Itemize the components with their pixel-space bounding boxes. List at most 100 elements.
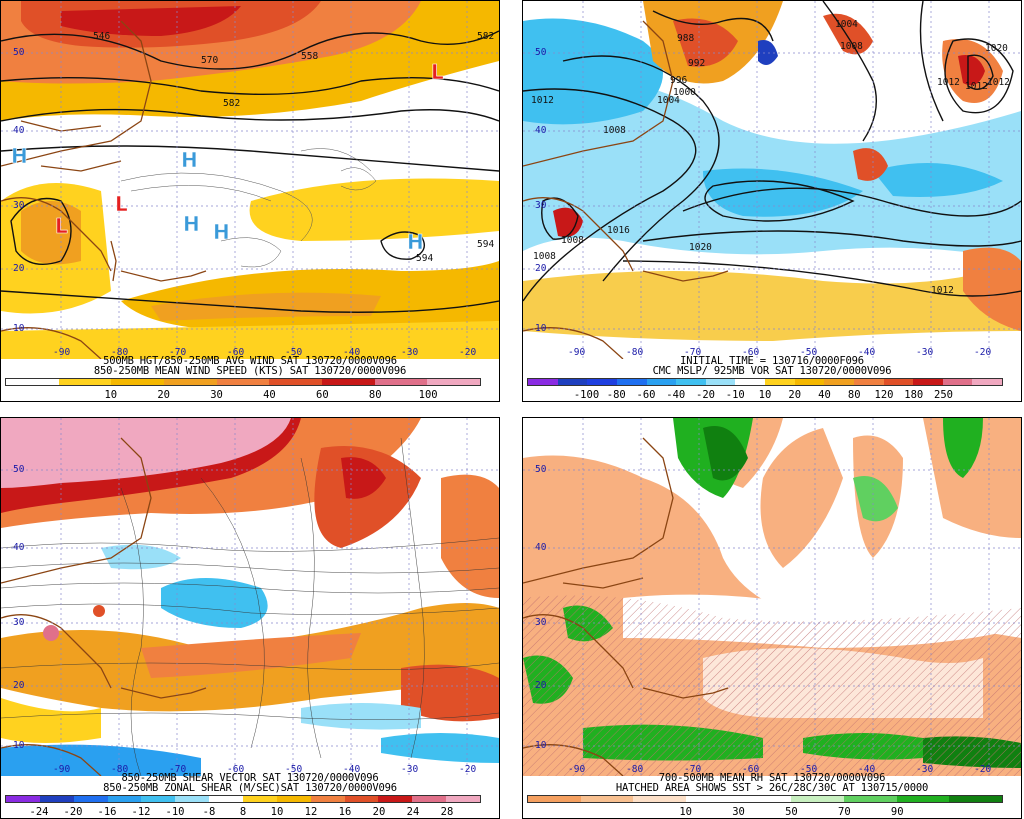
wind-lon-30: -30 <box>401 347 419 358</box>
colorbar-swatch <box>374 379 428 385</box>
colorbar-label: 10 <box>679 806 692 818</box>
colorbar-swatch <box>322 379 375 385</box>
colorbar-swatch <box>243 796 277 802</box>
colorbar-swatch <box>738 796 792 802</box>
vort-lon-60: -60 <box>742 347 760 358</box>
contour-label: 582 <box>223 98 240 109</box>
shear-lon-50: -50 <box>285 764 303 775</box>
shear-lon-20: -20 <box>459 764 477 775</box>
rh-lat-40: 40 <box>535 542 547 553</box>
colorbar-swatch <box>6 796 40 802</box>
colorbar-label: 100 <box>418 389 438 401</box>
colorbar-label: -12 <box>131 806 151 818</box>
wind-lat-50: 50 <box>13 47 25 58</box>
wind-title: 500MB HGT/850-250MB AVG WIND SAT 130720/… <box>103 355 397 367</box>
colorbar-swatch <box>6 379 59 385</box>
shear-title: 850-250MB SHEAR VECTOR SAT 130720/0000V0… <box>121 772 379 784</box>
low-pressure-marker: L <box>55 214 68 238</box>
colorbar-label: 20 <box>372 806 386 818</box>
wind-lon-60: -60 <box>227 347 245 358</box>
colorbar-label: -40 <box>666 389 686 401</box>
colorbar-swatch <box>913 379 943 385</box>
contour-label: 1016 <box>607 225 630 236</box>
rh-title: 700-500MB MEAN RH SAT 130720/0000V096 <box>658 772 886 784</box>
colorbar-label: 28 <box>440 806 454 818</box>
shear-lat-30: 30 <box>13 617 25 628</box>
rh-lon-40: -40 <box>858 764 876 775</box>
colorbar-swatch <box>676 379 706 385</box>
rh-lon-50: -50 <box>800 764 818 775</box>
colorbar-swatch <box>972 379 1002 385</box>
contour-label: 558 <box>301 51 318 62</box>
colorbar-swatch <box>344 796 379 802</box>
contour-label: 1004 <box>835 19 858 30</box>
vort-title: INITIAL TIME = 130716/0000F096 <box>680 355 864 367</box>
rh-map <box>523 418 1021 776</box>
vort-lon-50: -50 <box>800 347 818 358</box>
colorbar-label: 50 <box>785 806 798 818</box>
wind-lat-40: 40 <box>13 125 25 136</box>
wind-lat-10: 10 <box>13 323 25 334</box>
contour-label: 1008 <box>561 235 584 246</box>
colorbar-swatch <box>791 796 845 802</box>
contour-label: 1012 <box>987 77 1010 88</box>
colorbar-label: 24 <box>406 806 420 818</box>
colorbar-label: -80 <box>606 389 626 401</box>
rh-lon-90: -90 <box>568 764 586 775</box>
colorbar-label: 90 <box>890 806 904 818</box>
contour-label: 594 <box>477 239 494 250</box>
shear-map <box>1 418 499 776</box>
colorbar-swatch <box>269 379 323 385</box>
colorbar-label: 80 <box>847 389 861 401</box>
rh-lon-20: -20 <box>974 764 992 775</box>
rh-lat-30: 30 <box>535 617 547 628</box>
vort-lon-20: -20 <box>974 347 992 358</box>
rh-lon-60: -60 <box>742 764 760 775</box>
colorbar-swatch <box>39 796 74 802</box>
colorbar-swatch <box>587 379 617 385</box>
panel-vorticity: 1004 988 992 996 1000 1012 1008 1004 1016 1020 100… <box>522 0 1022 402</box>
colorbar-swatch <box>175 796 210 802</box>
colorbar-label: 80 <box>368 389 382 401</box>
low-pressure-marker: L <box>115 192 128 216</box>
wind-subtitle: 850-250MB MEAN WIND SPEED (KTS) SAT 1307… <box>93 365 407 377</box>
colorbar-label: 20 <box>157 389 170 401</box>
shear-lon-70: -70 <box>169 764 187 775</box>
vort-subtitle: CMC MSLP/ 925MB VOR SAT 130720/0000V096 <box>652 365 892 377</box>
colorbar-label: -24 <box>29 806 49 818</box>
vort-lat-30: 30 <box>535 200 547 211</box>
vort-lon-90: -90 <box>568 347 586 358</box>
vort-lon-70: -70 <box>684 347 702 358</box>
colorbar-label: 70 <box>838 806 851 818</box>
colorbar-swatch <box>111 379 165 385</box>
colorbar-swatch <box>216 379 270 385</box>
contour-label: 992 <box>688 58 705 69</box>
colorbar-label: -20 <box>696 389 715 401</box>
shear-lon-60: -60 <box>227 764 245 775</box>
contour-label: 1004 <box>657 95 680 106</box>
wind-lon-80: -80 <box>111 347 129 358</box>
colorbar-swatch <box>883 379 914 385</box>
colorbar-swatch <box>705 379 736 385</box>
wind-lon-90: -90 <box>53 347 71 358</box>
colorbar-swatch <box>794 379 825 385</box>
contour-label: 546 <box>93 31 110 42</box>
colorbar-label: 40 <box>818 389 831 401</box>
colorbar-swatch <box>616 379 647 385</box>
shear-subtitle: 850-250MB ZONAL SHEAR (M/SEC)SAT 130720/… <box>103 782 397 794</box>
vort-colorbar <box>527 378 1003 386</box>
contour-label: 1008 <box>840 41 863 52</box>
colorbar-label: 120 <box>874 389 894 401</box>
vort-lat-10: 10 <box>535 323 547 334</box>
colorbar-swatch <box>765 379 795 385</box>
contour-label: 996 <box>670 75 687 86</box>
vort-lat-50: 50 <box>535 47 547 58</box>
rh-lon-30: -30 <box>916 764 934 775</box>
rh-subtitle: HATCHED AREA SHOWS SST > 26C/28C/30C AT … <box>615 782 929 794</box>
vort-lon-40: -40 <box>858 347 876 358</box>
colorbar-swatch <box>949 796 1003 802</box>
colorbar-label: 12 <box>304 806 318 818</box>
colorbar-swatch <box>633 796 687 802</box>
colorbar-swatch <box>107 796 142 802</box>
shear-lon-90: -90 <box>53 764 71 775</box>
